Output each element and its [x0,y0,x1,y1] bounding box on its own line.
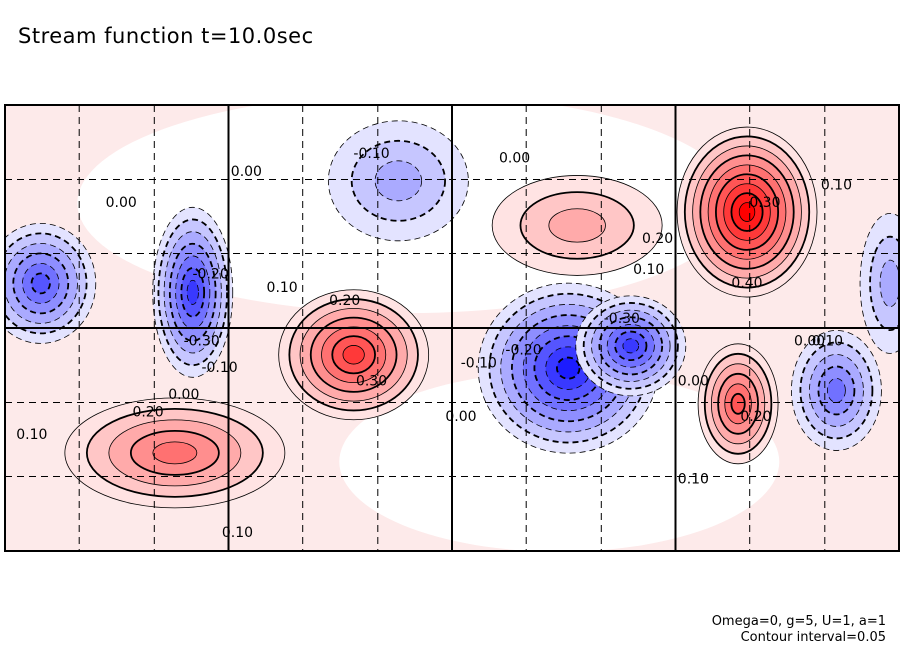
contour-label: 0.10 [633,262,664,278]
feature-min-left [5,223,97,344]
contour-level [374,160,423,202]
contour-level [827,378,846,403]
zero-region [339,371,780,551]
contour-label: -0.30 [604,311,640,327]
contour-label: 0.20 [642,231,673,247]
feature-min-center-right-2 [575,295,687,397]
contour-label: 0.30 [749,195,780,211]
grid-lines [5,105,899,551]
contour-label: 0.00 [794,333,825,349]
contour-label: 0.00 [168,387,199,403]
contour-interval-text: Contour interval=0.05 [740,630,886,645]
contour-label: 0.00 [678,374,709,390]
contour-label: 0.00 [445,409,476,425]
contour-level [879,259,899,308]
plot-frame [4,104,900,552]
feature-max-lower-left [64,397,286,509]
contour-label: 0.10 [812,333,843,349]
contour-label: 0.10 [267,280,298,296]
contour-label: 0.20 [329,293,360,309]
contour-level [548,208,606,243]
contour-label: -0.30 [184,333,220,349]
contour-label: -0.10 [201,360,237,376]
feature-max-right-lower [697,343,779,465]
feature-max-center [278,289,430,421]
feature-max-right-upper [676,126,818,298]
contour-level [186,279,199,305]
contour-level [622,338,640,354]
contour-level [342,345,365,365]
contour-label: 0.20 [132,405,163,421]
contour-label: 0.10 [821,177,852,193]
contour-label: -0.20 [505,342,541,358]
contour-label: 0.20 [740,409,771,425]
feature-min-left-2 [152,206,234,378]
contour-label: 0.10 [678,472,709,488]
chart-title: Stream function t=10.0sec [18,24,314,48]
contour-level [152,441,198,465]
contour-label: 0.00 [499,151,530,167]
contour-level [730,392,746,415]
contour-labels: -0.100.000.000.00-0.20-0.30-0.100.100.20… [16,146,852,541]
contour-label: -0.20 [193,266,229,282]
contour-label: -0.10 [461,356,497,372]
feature-max-upper-mid-right [491,175,663,276]
feature-min-right-edge [859,213,899,354]
contour-label: 0.00 [231,164,262,180]
contour-level [30,272,51,295]
contour-level [556,356,581,380]
contour-label: 0.10 [16,427,47,443]
contour-level [738,202,756,222]
contour-label: 0.10 [222,525,253,541]
feature-min-top-mid [327,120,469,242]
contour-label: 0.00 [106,195,137,211]
contour-label: -0.10 [353,146,389,162]
contour-label: 0.40 [731,275,762,291]
parameters-text: Omega=0, g=5, U=1, a=1 [711,614,886,629]
contour-label: 0.30 [356,374,387,390]
